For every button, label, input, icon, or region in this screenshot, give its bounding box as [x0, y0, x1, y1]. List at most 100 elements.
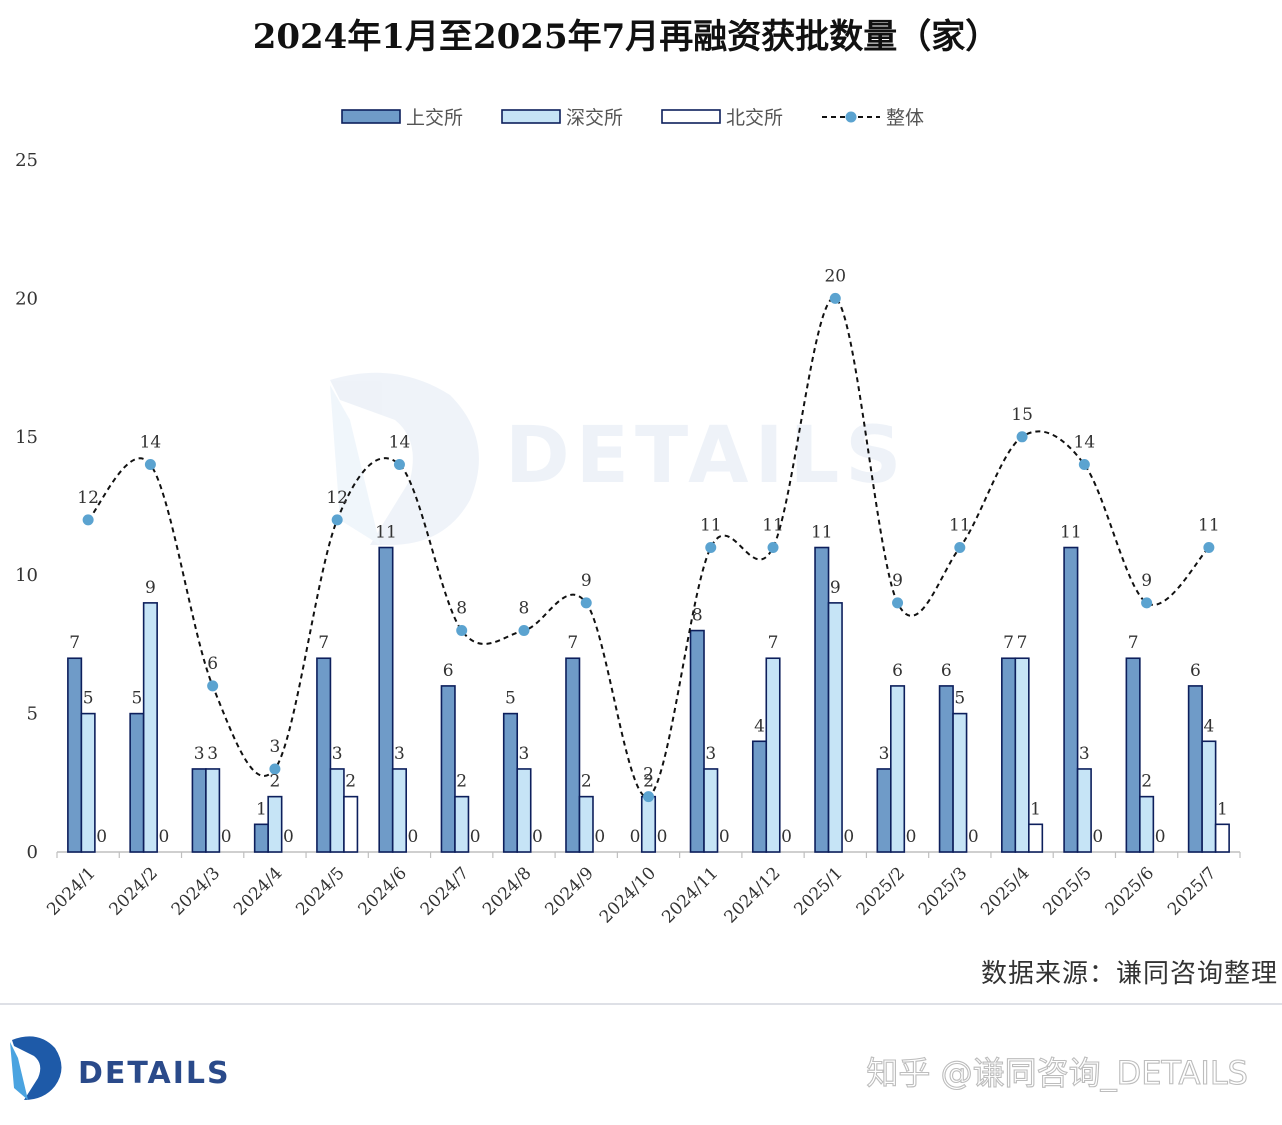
legend-label: 上交所 — [406, 107, 463, 129]
x-tick-label: 2025/7 — [1164, 863, 1220, 919]
bar-上交所 — [751, 740, 768, 853]
line-value-label: 12 — [326, 488, 348, 508]
line-point-整体 — [954, 542, 966, 554]
y-tick-label: 5 — [27, 704, 38, 725]
bar-上交所 — [502, 712, 519, 853]
bar-上交所 — [1187, 685, 1203, 853]
line-point-整体 — [144, 458, 156, 470]
bar-value-label: 3 — [194, 744, 205, 764]
line-value-label: 9 — [1141, 571, 1152, 591]
bar-value-label: 0 — [283, 827, 294, 847]
bar-value-label: 6 — [443, 661, 454, 681]
y-tick-label: 15 — [15, 427, 38, 448]
bar-value-label: 11 — [811, 523, 833, 543]
bar-深交所 — [952, 712, 968, 853]
legend-swatch-marker-整体 — [845, 111, 857, 123]
line-value-label: 11 — [762, 516, 784, 536]
y-tick-label: 10 — [15, 565, 38, 586]
x-tick-label: 2024/11 — [658, 863, 722, 927]
line-value-label: 8 — [456, 599, 467, 619]
bar-value-label: 7 — [768, 633, 779, 653]
chart-title: 2024年1月至2025年7月再融资获批数量（家） — [253, 17, 1000, 57]
bar-value-label: 0 — [158, 827, 169, 847]
bar-value-label: 0 — [968, 827, 979, 847]
line-value-label: 8 — [519, 599, 530, 619]
bar-value-label: 2 — [345, 772, 356, 792]
bar-value-label: 3 — [207, 744, 218, 764]
line-value-label: 11 — [949, 516, 971, 536]
line-value-label: 11 — [1198, 516, 1220, 536]
bar-value-label: 11 — [1060, 523, 1082, 543]
bar-value-label: 0 — [1092, 827, 1103, 847]
bar-上交所 — [440, 685, 456, 853]
bar-value-label: 0 — [906, 827, 917, 847]
line-value-label: 20 — [824, 266, 846, 286]
zhihu-watermark: 知乎 @谦同咨询_DETAILS — [866, 1054, 1248, 1092]
x-tick-label: 2024/3 — [168, 863, 224, 919]
line-point-整体 — [331, 514, 343, 526]
bar-value-label: 3 — [394, 744, 405, 764]
line-point-整体 — [580, 597, 592, 609]
bar-深交所 — [1076, 768, 1092, 853]
line-value-label: 3 — [270, 737, 281, 757]
x-tick-label: 2024/6 — [355, 863, 411, 919]
bar-value-label: 6 — [892, 661, 903, 681]
bar-value-label: 0 — [408, 827, 419, 847]
bar-value-label: 2 — [581, 772, 592, 792]
line-series — [82, 292, 1215, 803]
x-tick-label: 2024/8 — [479, 863, 535, 919]
bar-value-label: 0 — [1155, 827, 1166, 847]
bar-上交所 — [689, 629, 705, 853]
bar-value-label: 9 — [830, 578, 841, 598]
bar-series — [67, 546, 1230, 853]
bar-value-label: 0 — [532, 827, 543, 847]
bar-value-label: 7 — [1017, 633, 1028, 653]
bar-value-label: 0 — [657, 827, 668, 847]
line-point-整体 — [82, 514, 94, 526]
legend-swatch-深交所 — [501, 109, 561, 124]
y-axis: 0 5 10 15 20 25 — [15, 150, 38, 863]
x-tick-label: 2024/12 — [720, 863, 784, 927]
bar-深交所 — [267, 795, 283, 853]
bar-value-label: 0 — [594, 827, 605, 847]
x-tick-label: 2025/2 — [853, 863, 909, 919]
line-point-整体 — [705, 542, 717, 554]
y-tick-label: 0 — [27, 842, 38, 863]
line-value-label: 6 — [207, 654, 218, 674]
details-logo-icon — [10, 1036, 62, 1100]
x-tick-label: 2025/4 — [977, 863, 1033, 919]
bar-value-label: 1 — [256, 799, 267, 819]
bar-value-label: 0 — [843, 827, 854, 847]
bar-value-label: 9 — [145, 578, 156, 598]
y-tick-label: 25 — [15, 150, 38, 171]
legend-label: 深交所 — [566, 107, 623, 129]
line-value-label: 15 — [1011, 405, 1033, 425]
bar-深交所 — [827, 602, 843, 853]
bar-value-label: 0 — [96, 827, 107, 847]
bar-value-label: 6 — [1190, 661, 1201, 681]
bar-value-label: 4 — [1203, 716, 1214, 736]
bar-北交所 — [1214, 823, 1230, 853]
bar-深交所 — [703, 768, 719, 853]
bar-value-label: 7 — [567, 633, 578, 653]
line-value-label: 2 — [643, 765, 654, 785]
bar-value-label: 0 — [221, 827, 232, 847]
x-tick-label: 2025/3 — [915, 863, 971, 919]
bar-value-label: 0 — [630, 827, 641, 847]
bar-value-label: 2 — [456, 772, 467, 792]
legend-label: 整体 — [886, 107, 924, 129]
bar-value-label: 5 — [131, 689, 142, 709]
line-value-label: 9 — [892, 571, 903, 591]
bar-深交所 — [516, 768, 532, 853]
line-point-整体 — [393, 458, 405, 470]
bar-深交所 — [391, 768, 407, 853]
line-value-label: 14 — [140, 432, 162, 452]
bar-上交所 — [253, 823, 269, 853]
legend-swatch-上交所 — [341, 109, 401, 124]
line-整体 — [87, 297, 1210, 798]
bar-value-label: 0 — [781, 827, 792, 847]
bar-value-label: 1 — [1030, 799, 1041, 819]
bar-深交所 — [765, 657, 781, 853]
line-point-整体 — [456, 625, 468, 637]
